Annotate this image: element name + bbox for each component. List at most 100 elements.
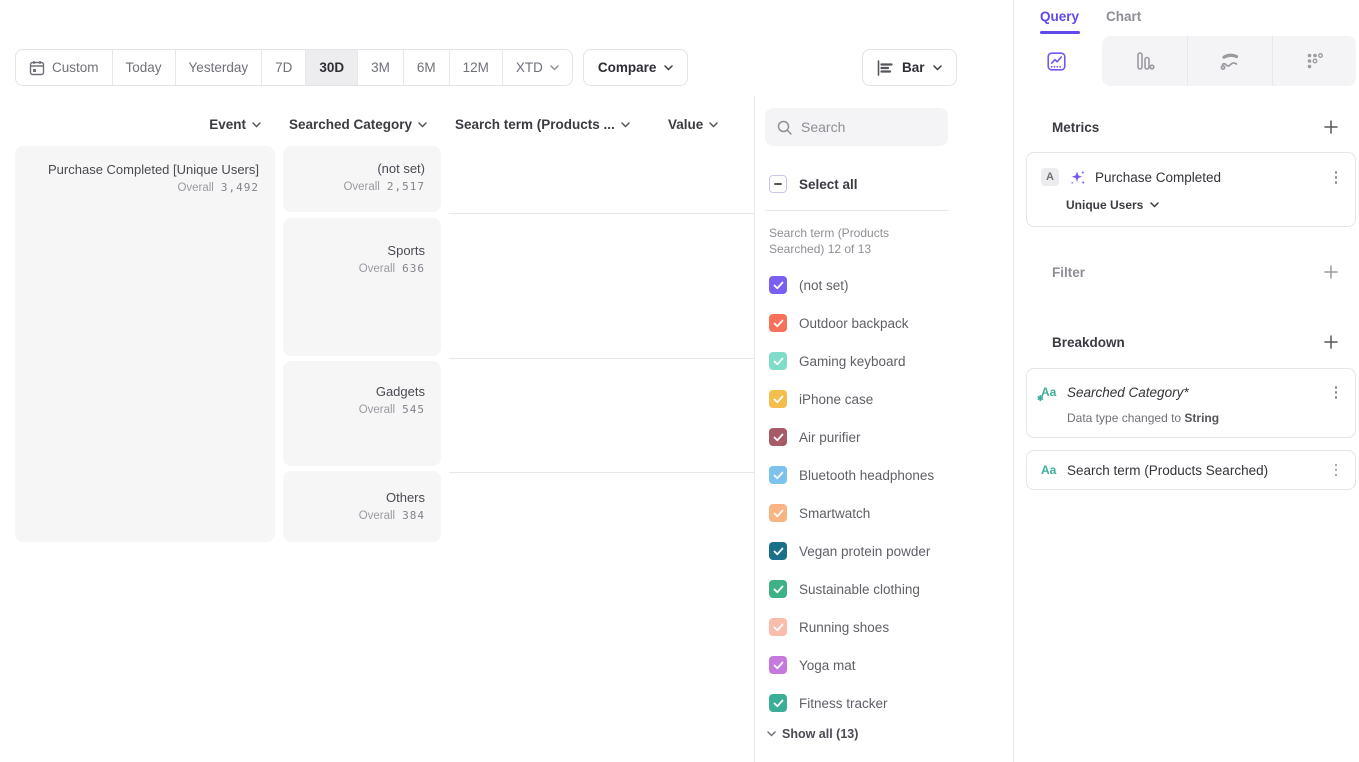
table-row[interactable] [449,359,755,387]
table-row[interactable] [449,387,755,415]
item-checkbox[interactable] [769,618,787,636]
list-item[interactable]: Gaming keyboard [769,342,1013,380]
overall-value: 3,492 [221,181,259,194]
string-property-icon: Aa✱ [1041,385,1061,399]
chart-type-select[interactable]: Bar [862,49,957,86]
event-cell[interactable]: Purchase Completed [Unique Users] Overal… [15,146,275,542]
search-box[interactable] [765,108,948,146]
date-range-7d-button[interactable]: 7D [262,50,306,85]
compare-button[interactable]: Compare [583,49,689,86]
date-range-label: 6M [417,60,436,75]
item-checkbox[interactable] [769,542,787,560]
item-checkbox[interactable] [769,352,787,370]
date-range-custom-button[interactable]: Custom [16,50,113,85]
item-checkbox[interactable] [769,314,787,332]
list-item[interactable]: Yoga mat [769,646,1013,684]
metric-card[interactable]: A Purchase Completed Unique Users [1026,152,1356,227]
table-row[interactable] [449,511,755,539]
add-metric-button[interactable] [1323,119,1339,135]
active-tab-underline [1040,31,1080,34]
category-cell[interactable]: (not set) Overall 2,517 [283,146,441,212]
event-sparkle-icon [1069,169,1086,186]
item-label: Sustainable clothing [799,582,920,597]
event-name: Purchase Completed [Unique Users] [31,161,259,179]
list-item[interactable]: iPhone case [769,380,1013,418]
item-checkbox[interactable] [769,390,787,408]
column-header-value[interactable]: Value [668,117,718,132]
plus-icon [1324,120,1338,134]
item-checkbox[interactable] [769,694,787,712]
breakdown-heading: Breakdown [1052,335,1125,350]
date-range-3m-button[interactable]: 3M [358,50,404,85]
table-row[interactable] [449,443,755,471]
show-all-link[interactable]: Show all (13) [767,727,1013,741]
table-row[interactable] [449,273,755,301]
tab-chart[interactable]: Chart [1106,9,1141,24]
check-icon [773,319,784,328]
column-header-label: Value [668,117,703,132]
list-item[interactable]: Outdoor backpack [769,304,1013,342]
select-all-row[interactable]: Select all [769,175,1013,193]
item-checkbox[interactable] [769,428,787,446]
list-item[interactable]: Fitness tracker [769,684,1013,722]
breakdown-card-searched-category[interactable]: Aa✱ Searched Category* Data type changed… [1026,368,1356,438]
category-name: (not set) [299,160,425,178]
list-item[interactable]: Air purifier [769,418,1013,456]
kebab-menu-icon[interactable] [1331,460,1342,481]
column-header-search-term[interactable]: Search term (Products ... [455,117,630,132]
report-tab-retention[interactable] [1272,36,1357,86]
breakdown-card-search-term[interactable]: Aa Search term (Products Searched) [1026,450,1356,490]
report-tab-funnels[interactable] [1102,36,1187,86]
note-value: String [1184,411,1219,425]
item-checkbox[interactable] [769,656,787,674]
date-range-yesterday-button[interactable]: Yesterday [176,50,263,85]
list-item[interactable]: (not set) [769,266,1013,304]
chart-type-label: Bar [902,60,925,75]
measure-dropdown[interactable]: Unique Users [1066,198,1355,212]
date-range-12m-button[interactable]: 12M [450,50,503,85]
list-item[interactable]: Sustainable clothing [769,570,1013,608]
list-item[interactable]: Smartwatch [769,494,1013,532]
date-range-label: Today [126,60,162,75]
item-checkbox[interactable] [769,466,787,484]
category-cell[interactable]: Others Overall 384 [283,471,441,542]
category-cell[interactable]: Sports Overall 636 [283,218,441,356]
table-row[interactable] [449,165,755,193]
indeterminate-dash-icon [774,183,782,185]
list-item[interactable]: Running shoes [769,608,1013,646]
date-range-label: 30D [319,60,344,75]
table-row[interactable] [449,217,755,245]
check-icon [773,547,784,556]
list-item[interactable]: Bluetooth headphones [769,456,1013,494]
table-row[interactable] [449,301,755,329]
add-breakdown-button[interactable] [1323,334,1339,350]
item-checkbox[interactable] [769,504,787,522]
query-builder-panel: Query Chart Metrics A Purchase Completed [1013,0,1359,762]
table-row[interactable] [449,415,755,443]
table-row[interactable] [449,329,755,357]
item-checkbox[interactable] [769,580,787,598]
select-all-checkbox[interactable] [769,175,787,193]
search-icon [777,120,792,135]
report-tab-flows[interactable] [1187,36,1272,86]
date-range-today-button[interactable]: Today [113,50,176,85]
add-filter-button[interactable] [1323,264,1339,280]
kebab-menu-icon[interactable] [1331,382,1342,403]
column-header-label: Event [209,117,246,132]
plus-icon [1324,265,1338,279]
list-item[interactable]: Vegan protein powder [769,532,1013,570]
tab-query[interactable]: Query [1040,9,1079,24]
date-range-6m-button[interactable]: 6M [404,50,450,85]
table-row[interactable] [449,245,755,273]
column-header-searched-category[interactable]: Searched Category [283,117,427,132]
check-icon [773,661,784,670]
date-range-xtd-button[interactable]: XTD [503,50,572,85]
kebab-menu-icon[interactable] [1331,167,1342,188]
column-header-event[interactable]: Event [15,117,261,132]
category-cell[interactable]: Gadgets Overall 545 [283,361,441,466]
table-row[interactable] [449,483,755,511]
report-tab-insights[interactable] [1014,36,1099,86]
search-input[interactable] [801,119,931,135]
date-range-30d-button[interactable]: 30D [306,50,358,85]
item-checkbox[interactable] [769,276,787,294]
